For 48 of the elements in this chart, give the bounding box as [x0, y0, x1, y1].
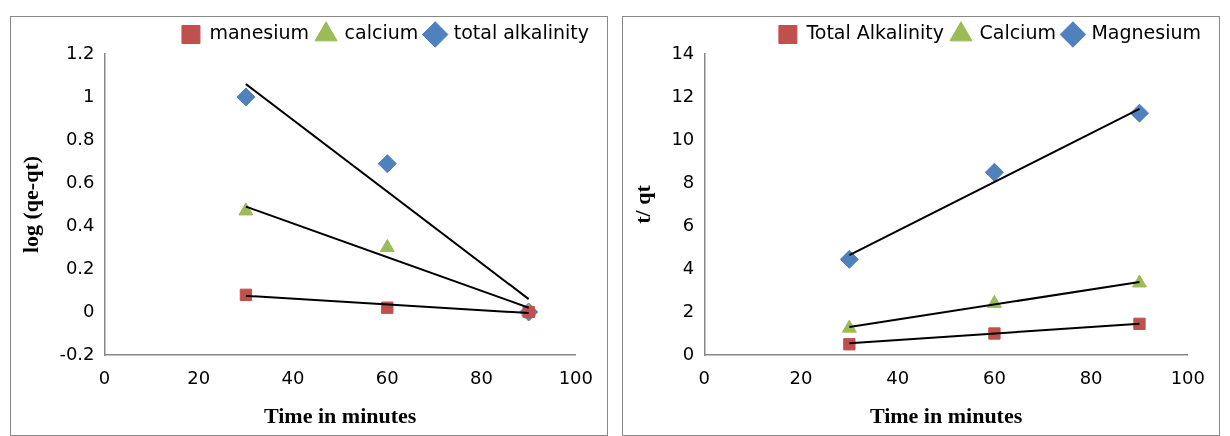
y-tick-label: 0.2 — [65, 256, 95, 278]
y-tick-label: 6 — [682, 213, 695, 235]
y-tick-label: 0.8 — [65, 127, 95, 149]
x-tick-label: 40 — [281, 367, 305, 389]
y-tick-label: 2 — [682, 299, 695, 321]
x-tick-label: 100 — [1170, 367, 1205, 389]
x-tick-label: 60 — [375, 367, 399, 389]
y-tick-label: 0.4 — [65, 213, 95, 235]
legend-label: total alkalinity — [453, 21, 590, 44]
legend-label: calcium — [344, 21, 419, 44]
y-tick-label: 4 — [682, 256, 695, 278]
x-tick-label: 60 — [982, 367, 1006, 389]
legend-label: Calcium — [979, 21, 1056, 44]
x-tick-label: 0 — [98, 367, 111, 389]
y-tick-label: 1.2 — [65, 41, 95, 63]
y-axis-title: t/ qt — [629, 184, 655, 224]
x-tick-label: 20 — [789, 367, 813, 389]
x-tick-label: 0 — [698, 367, 711, 389]
x-tick-label: 40 — [886, 367, 910, 389]
point — [236, 87, 256, 107]
point — [1133, 317, 1146, 330]
x-axis-title: Time in minutes — [263, 403, 417, 429]
y-tick-label: -0.2 — [59, 342, 95, 364]
x-tick-label: 20 — [187, 367, 211, 389]
y-tick-label: 0 — [83, 299, 95, 321]
y-tick-label: 8 — [682, 170, 695, 192]
legend-label: Magnesium — [1091, 21, 1202, 44]
y-tick-label: 12 — [671, 84, 695, 106]
point — [238, 202, 254, 216]
point — [377, 154, 397, 174]
point — [841, 319, 857, 333]
x-tick-label: 80 — [470, 367, 494, 389]
y-tick-label: 14 — [671, 41, 695, 63]
y-tick-label: 10 — [671, 127, 695, 149]
legend-label: manesium — [209, 21, 310, 44]
point — [839, 249, 859, 269]
legend-label: Total Alkalinity — [805, 21, 944, 44]
x-tick-label: 80 — [1079, 367, 1103, 389]
y-tick-label: 1 — [83, 84, 95, 106]
y-tick-label: 0.6 — [65, 170, 95, 192]
y-axis-title: log (qe-qt) — [17, 155, 43, 254]
point — [843, 338, 856, 351]
y-tick-label: 0 — [682, 342, 695, 364]
point — [984, 162, 1004, 182]
x-tick-label: 100 — [558, 367, 593, 389]
x-axis-title: Time in minutes — [869, 403, 1023, 429]
point — [379, 239, 395, 252]
point — [239, 288, 253, 301]
